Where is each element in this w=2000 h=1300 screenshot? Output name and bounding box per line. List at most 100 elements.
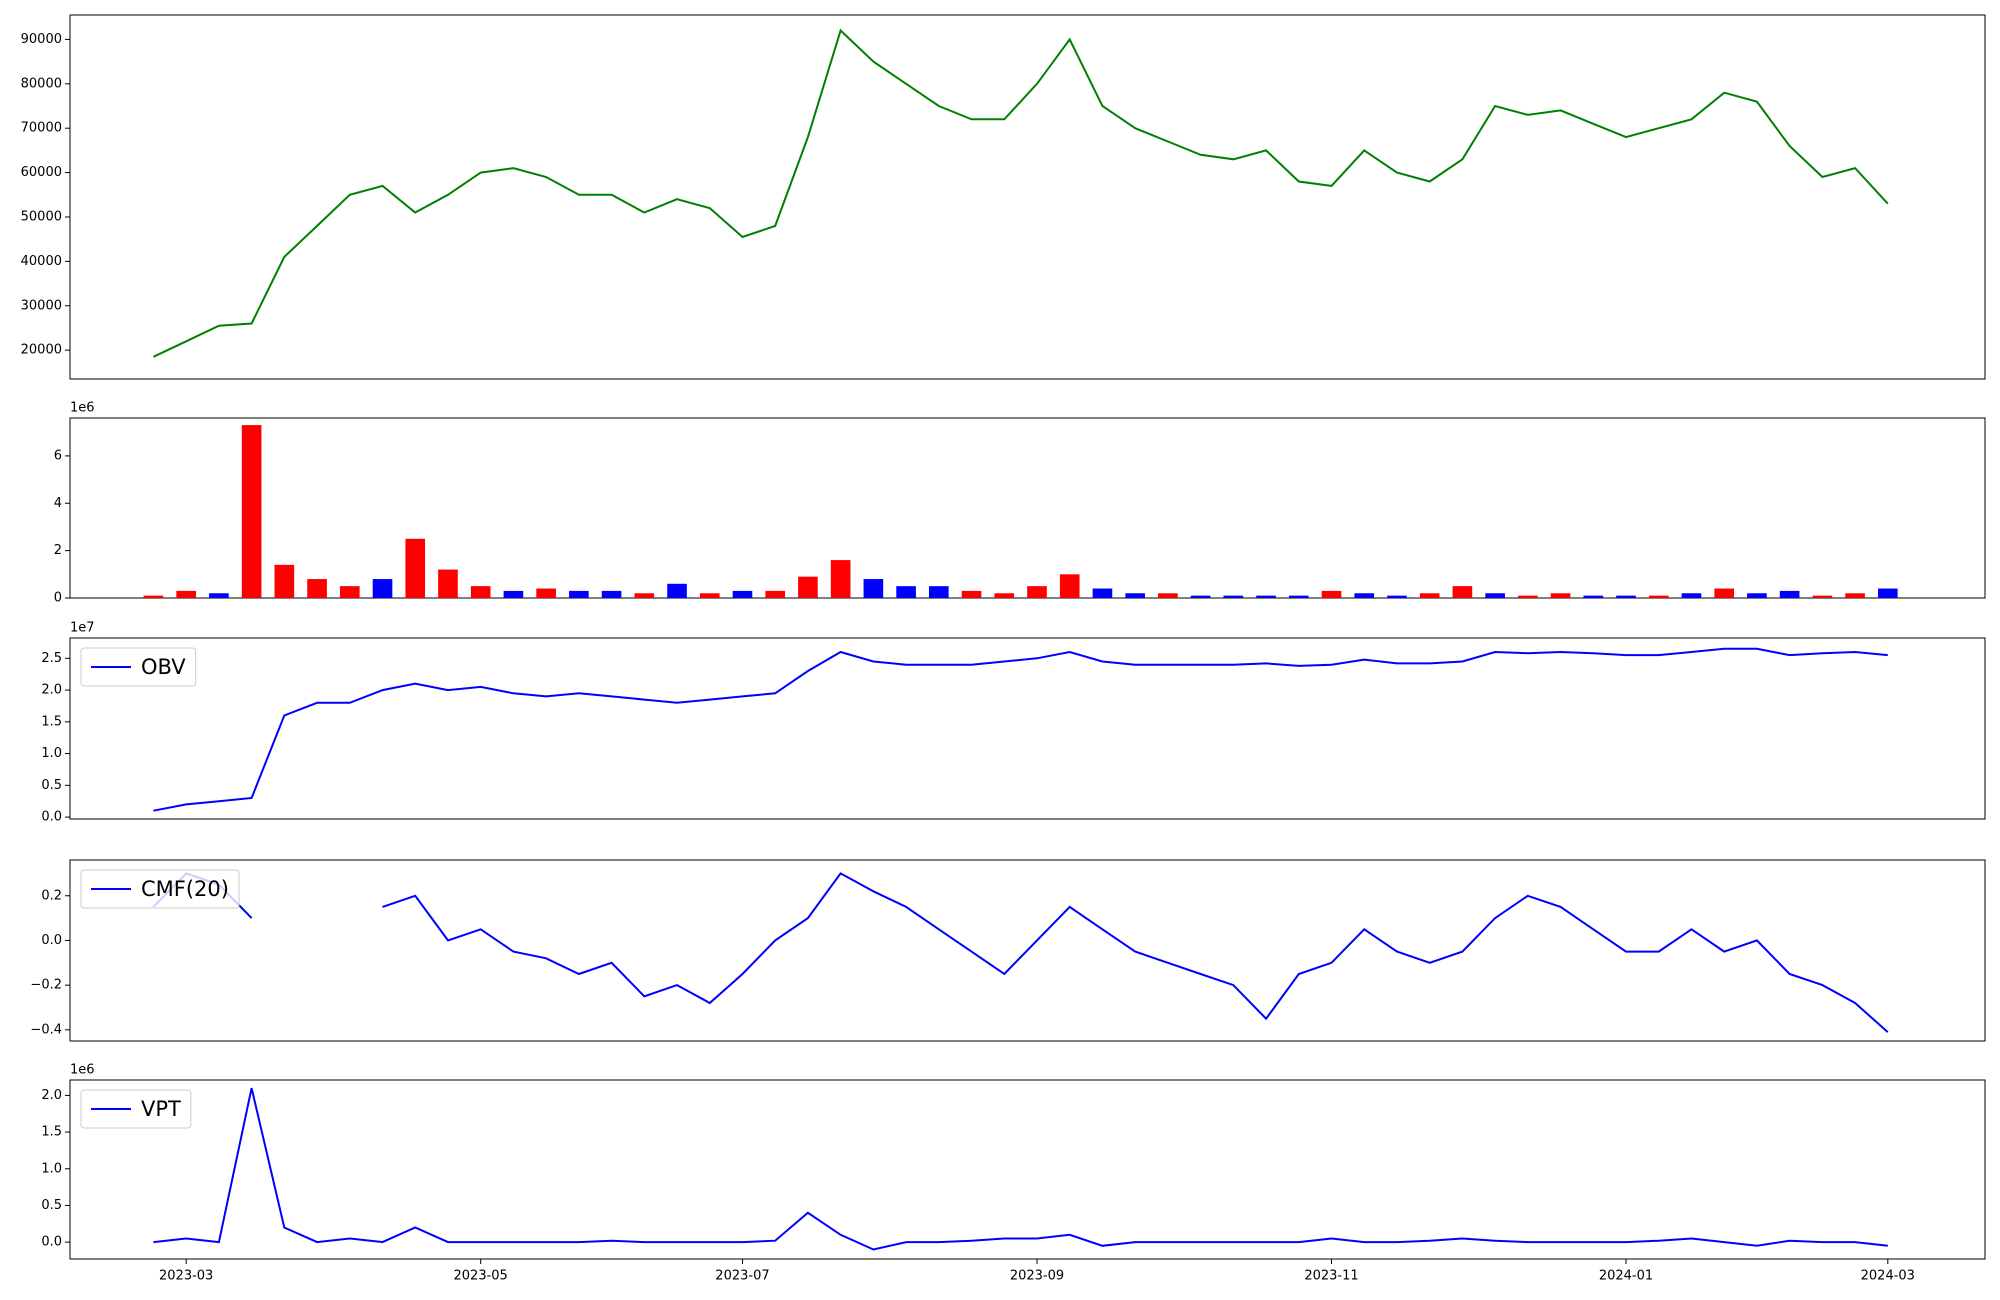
y-tick-label: 0.5	[41, 1198, 62, 1213]
volume-bar	[1747, 593, 1767, 598]
x-tick-label: 2023-09	[1010, 1269, 1064, 1284]
legend-frame	[80, 1089, 192, 1129]
legend-label: OBV	[141, 655, 186, 679]
volume-bar	[503, 590, 524, 598]
x-tick-label: 2023-07	[715, 1269, 769, 1284]
y-tick-label: 0.2	[41, 888, 62, 903]
volume-bar	[339, 586, 360, 598]
volume-bar	[732, 590, 753, 598]
volume-bar	[1845, 593, 1865, 598]
volume-bar	[1452, 586, 1473, 598]
volume-bar	[274, 564, 295, 598]
y-tick-label: 2	[54, 543, 62, 558]
volume-bar	[1812, 595, 1833, 598]
volume-bar	[830, 560, 851, 598]
y-tick-label: 1.5	[41, 1125, 62, 1140]
y-tick-label: 0	[54, 591, 62, 606]
y-tick-label: 6	[54, 448, 62, 463]
panel: −0.4 −0.2 0.0 0.2 CMF(20)	[30, 859, 1986, 1042]
volume-bar	[699, 593, 720, 598]
volume-bar	[1550, 593, 1571, 598]
volume-bar	[1092, 588, 1113, 598]
volume-bar	[601, 590, 622, 598]
volume-bar	[1648, 595, 1669, 598]
data-line	[153, 647, 1888, 812]
volume-bar	[1616, 595, 1636, 598]
data-line	[152, 28, 1889, 358]
x-tick-label: 2024-01	[1599, 1269, 1653, 1284]
volume-bar	[667, 583, 687, 598]
x-tick-label: 2023-05	[454, 1269, 508, 1284]
volume-bar	[765, 590, 786, 598]
volume-bar	[1256, 595, 1276, 598]
volume-bar	[372, 579, 393, 598]
volume-bar	[405, 538, 426, 598]
y-tick-label: 4	[54, 496, 62, 511]
y-tick-label: 1.0	[41, 1161, 62, 1176]
volume-bar	[241, 425, 262, 598]
plot-frame	[69, 417, 1986, 599]
plot-frame	[69, 859, 1986, 1042]
legend-frame	[80, 869, 240, 909]
volume-bar	[863, 579, 884, 598]
plot-frame	[69, 637, 1986, 820]
y-tick-label: 50000	[21, 209, 62, 224]
volume-bar	[1190, 595, 1211, 598]
volume-bar	[1583, 595, 1604, 598]
volume-bar	[209, 593, 229, 598]
volume-bar	[1158, 593, 1178, 598]
plot-frame	[69, 14, 1986, 380]
y-tick-label: 2.0	[41, 1088, 62, 1103]
legend: OBV	[80, 647, 197, 687]
legend: VPT	[80, 1089, 192, 1129]
volume-bar	[1518, 595, 1538, 598]
volume-bar	[634, 593, 655, 598]
x-tick-label: 2024-03	[1861, 1269, 1915, 1284]
x-tick-label: 2023-11	[1304, 1269, 1358, 1284]
volume-bar	[994, 593, 1015, 598]
legend-label: CMF(20)	[141, 877, 229, 901]
volume-bar	[1681, 593, 1702, 598]
volume-bar	[569, 590, 589, 598]
volume-bar	[1288, 595, 1309, 598]
y-tick-label: −0.4	[30, 1022, 62, 1037]
y-tick-label: 30000	[21, 298, 62, 313]
volume-bar	[307, 579, 327, 598]
volume-bar	[1223, 595, 1244, 598]
volume-bar	[1354, 593, 1375, 598]
panel: 20000 30000 40000 50000 60000 70000 80000 90000	[21, 14, 1986, 380]
legend-frame	[80, 647, 197, 687]
volume-bar	[438, 569, 458, 598]
panel: 0.0 0.5 1.0 1.5 2.0 2.5 1e7 OBV	[41, 621, 1986, 825]
volume-bar	[1321, 590, 1342, 598]
volume-bar	[1059, 574, 1080, 598]
volume-bar	[896, 586, 916, 598]
volume-bar	[1779, 590, 1800, 598]
y-tick-label: 90000	[21, 32, 62, 47]
x-tick-label: 2023-03	[159, 1269, 213, 1284]
y-tick-label: 1.0	[41, 746, 62, 761]
volume-bar	[1387, 595, 1407, 598]
volume-bar	[536, 588, 556, 598]
y-tick-label: 0.0	[41, 933, 62, 948]
y-tick-label: 0.0	[41, 810, 62, 825]
panel: 0 2 4 6 1e6	[54, 401, 1986, 606]
y-tick-label: 1.5	[41, 714, 62, 729]
volume-bar	[1714, 588, 1735, 598]
axis-offset-label: 1e7	[70, 621, 95, 636]
y-tick-label: 0.0	[41, 1235, 62, 1250]
volume-bar	[176, 590, 196, 598]
volume-bar	[1877, 588, 1898, 598]
volume-bar	[929, 586, 949, 598]
y-tick-label: 80000	[21, 76, 62, 91]
y-tick-label: −0.2	[30, 978, 62, 993]
volume-bar	[470, 586, 491, 598]
y-tick-label: 70000	[21, 121, 62, 136]
volume-bar	[1485, 593, 1505, 598]
plot-frame	[69, 1079, 1986, 1260]
volume-bar	[798, 576, 818, 598]
volume-bar	[1419, 593, 1440, 598]
y-tick-label: 40000	[21, 254, 62, 269]
axis-offset-label: 1e6	[70, 1063, 95, 1078]
